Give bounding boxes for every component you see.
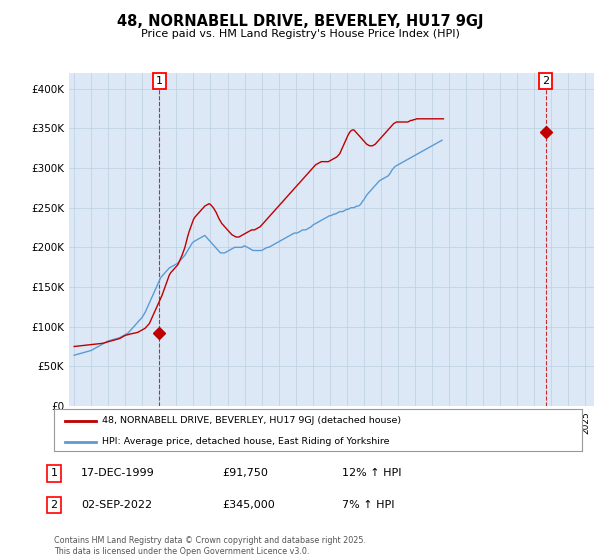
Text: £345,000: £345,000 [222,500,275,510]
Text: 17-DEC-1999: 17-DEC-1999 [81,468,155,478]
Text: HPI: Average price, detached house, East Riding of Yorkshire: HPI: Average price, detached house, East… [101,437,389,446]
Text: 7% ↑ HPI: 7% ↑ HPI [342,500,395,510]
Text: 2: 2 [542,76,550,86]
Text: 02-SEP-2022: 02-SEP-2022 [81,500,152,510]
Text: 12% ↑ HPI: 12% ↑ HPI [342,468,401,478]
Text: £91,750: £91,750 [222,468,268,478]
Text: Price paid vs. HM Land Registry's House Price Index (HPI): Price paid vs. HM Land Registry's House … [140,29,460,39]
Text: 1: 1 [50,468,58,478]
Text: 48, NORNABELL DRIVE, BEVERLEY, HU17 9GJ (detached house): 48, NORNABELL DRIVE, BEVERLEY, HU17 9GJ … [101,416,401,425]
Text: 2: 2 [50,500,58,510]
Text: 48, NORNABELL DRIVE, BEVERLEY, HU17 9GJ: 48, NORNABELL DRIVE, BEVERLEY, HU17 9GJ [117,14,483,29]
Text: Contains HM Land Registry data © Crown copyright and database right 2025.
This d: Contains HM Land Registry data © Crown c… [54,536,366,556]
Text: 1: 1 [156,76,163,86]
